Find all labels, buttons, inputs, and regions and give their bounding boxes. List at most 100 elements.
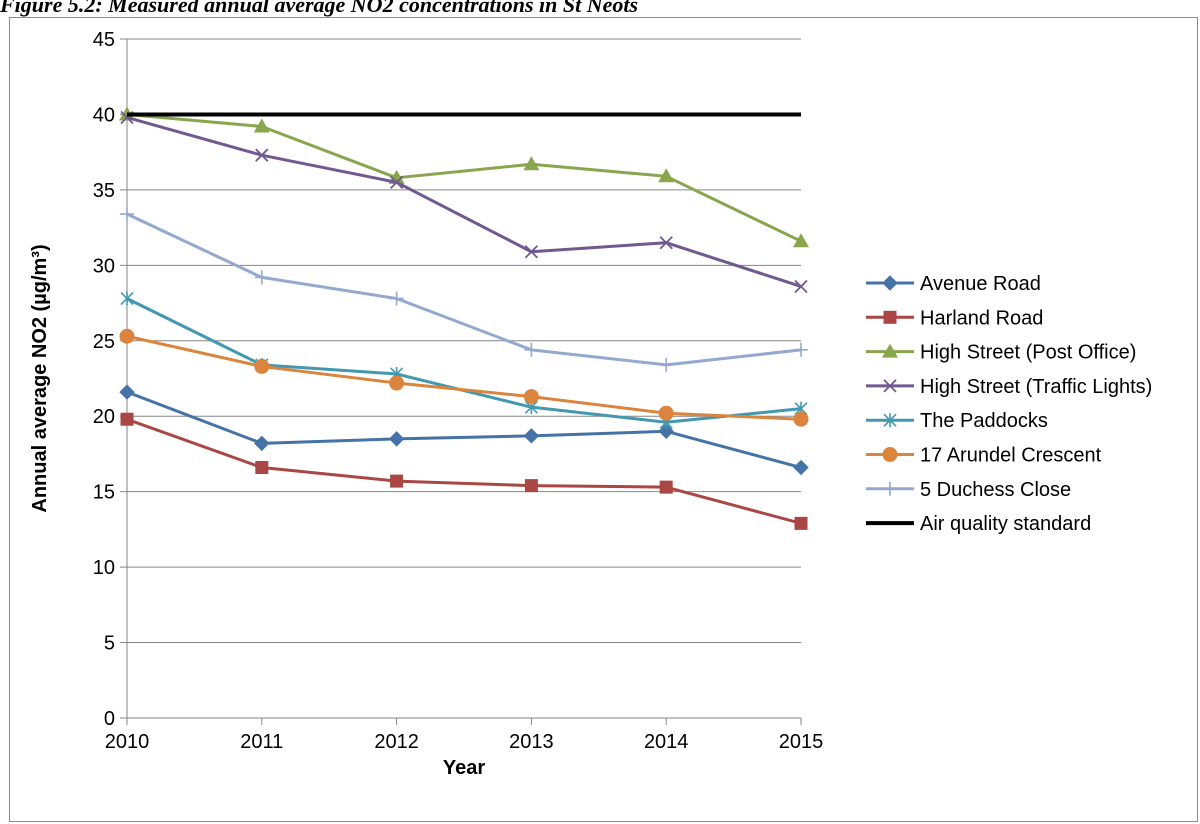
y-tick-label: 15 bbox=[93, 482, 115, 504]
legend-label: High Street (Post Office) bbox=[920, 342, 1136, 364]
legend-label: Harland Road bbox=[920, 307, 1043, 329]
data-point-harland-road bbox=[255, 461, 269, 475]
series-high-street-post-office bbox=[119, 106, 809, 248]
chart-frame: 0 5 10 15 20 25 30 35 40 45 2010 2011 2012 2013 2014 20… bbox=[9, 17, 1198, 822]
data-point-17-arundel-crescent bbox=[523, 389, 539, 405]
series-line-high-street-post-office bbox=[126, 112, 802, 243]
series-high-street-traffic-lights bbox=[120, 110, 808, 294]
data-point-5-duchess-close bbox=[794, 342, 808, 357]
series-harland-road bbox=[120, 412, 808, 530]
data-point-17-arundel-crescent bbox=[793, 411, 809, 427]
gridlines bbox=[127, 38, 801, 644]
series-5-duchess-close bbox=[120, 207, 808, 372]
series-line-harland-road bbox=[126, 417, 802, 525]
series-line-5-duchess-close bbox=[126, 212, 802, 367]
data-point-17-arundel-crescent bbox=[254, 358, 270, 374]
series-avenue-road bbox=[119, 384, 809, 476]
legend-entry-air-quality-standard: Air quality standard bbox=[866, 513, 1091, 535]
data-point-high-street-traffic-lights bbox=[524, 245, 539, 259]
legend-entry-harland-road: Harland Road bbox=[866, 307, 1043, 329]
legend-label: High Street (Traffic Lights) bbox=[920, 376, 1152, 398]
data-point-high-street-post-office bbox=[658, 168, 675, 183]
y-axis-title: Annual average NO2 (µg/m³) bbox=[29, 244, 51, 512]
y-tick-label: 0 bbox=[104, 708, 115, 730]
x-tick-label: 2010 bbox=[105, 731, 150, 753]
data-point-high-street-post-office bbox=[793, 233, 809, 248]
legend: Avenue Road Harland Road High Street (Post… bbox=[866, 273, 1152, 535]
marker-stroke bbox=[389, 175, 404, 189]
data-point-avenue-road bbox=[254, 435, 270, 452]
data-point-the-paddocks bbox=[120, 291, 134, 306]
x-tick-label: 2015 bbox=[779, 731, 824, 753]
data-point-high-street-traffic-lights bbox=[389, 175, 404, 189]
y-tick-label: 25 bbox=[93, 331, 115, 353]
axes: 0 5 10 15 20 25 30 35 40 45 2010 2011 2012 2013 2014 20… bbox=[93, 29, 824, 753]
legend-marker bbox=[882, 275, 898, 291]
legend-entry-17-arundel-crescent: 17 Arundel Crescent bbox=[866, 445, 1102, 467]
series-lines bbox=[119, 106, 809, 530]
marker-stroke bbox=[255, 148, 269, 162]
line-chart: 0 5 10 15 20 25 30 35 40 45 2010 2011 2012 2013 2014 20… bbox=[29, 29, 1152, 779]
data-point-harland-road bbox=[120, 412, 134, 426]
legend-marker bbox=[883, 310, 897, 324]
data-point-5-duchess-close bbox=[524, 342, 539, 357]
data-point-harland-road bbox=[659, 480, 673, 494]
data-point-5-duchess-close bbox=[120, 207, 134, 222]
legend-label: 5 Duchess Close bbox=[920, 479, 1071, 501]
y-tick-label: 20 bbox=[93, 406, 115, 428]
y-tick-label: 45 bbox=[93, 29, 115, 51]
marker-stroke bbox=[794, 279, 808, 294]
marker-stroke bbox=[883, 379, 897, 393]
legend-marker bbox=[882, 343, 898, 358]
legend-entry-5-duchess-close: 5 Duchess Close bbox=[866, 479, 1071, 501]
data-point-avenue-road bbox=[793, 459, 809, 476]
legend-label: 17 Arundel Crescent bbox=[920, 445, 1102, 467]
data-point-high-street-traffic-lights bbox=[659, 236, 673, 250]
legend-marker bbox=[883, 481, 897, 496]
y-tick-label: 35 bbox=[93, 180, 115, 202]
y-tick-label: 40 bbox=[93, 104, 115, 126]
marker-stroke bbox=[524, 245, 539, 259]
data-point-high-street-post-office bbox=[253, 118, 270, 133]
legend-label: Avenue Road bbox=[920, 273, 1041, 295]
data-point-harland-road bbox=[794, 516, 808, 530]
series-line-17-arundel-crescent bbox=[126, 334, 802, 421]
legend-label: Air quality standard bbox=[920, 513, 1091, 535]
data-point-high-street-post-office bbox=[523, 156, 540, 171]
legend-entry-avenue-road: Avenue Road bbox=[866, 273, 1041, 295]
legend-marker bbox=[882, 447, 898, 462]
legend-entry-high-street-post-office: High Street (Post Office) bbox=[866, 342, 1136, 364]
legend-label: The Paddocks bbox=[920, 410, 1048, 432]
y-tick-label: 5 bbox=[104, 633, 115, 655]
data-point-avenue-road bbox=[388, 431, 405, 447]
x-tick-label: 2011 bbox=[240, 731, 283, 753]
data-point-5-duchess-close bbox=[389, 291, 404, 306]
x-tick-label: 2012 bbox=[374, 731, 419, 753]
data-point-avenue-road bbox=[658, 423, 674, 440]
x-tick-label: 2014 bbox=[644, 731, 689, 753]
series-line-high-street-traffic-lights bbox=[126, 116, 802, 288]
legend-entry-the-paddocks: The Paddocks bbox=[866, 410, 1048, 432]
data-point-harland-road bbox=[390, 474, 404, 488]
data-point-17-arundel-crescent bbox=[389, 375, 405, 391]
marker-stroke bbox=[659, 236, 673, 250]
legend-marker bbox=[883, 413, 897, 428]
series-line-avenue-road bbox=[126, 390, 802, 469]
data-point-high-street-traffic-lights bbox=[794, 279, 808, 294]
x-tick-label: 2013 bbox=[509, 731, 554, 753]
legend-entry-high-street-traffic-lights: High Street (Traffic Lights) bbox=[866, 376, 1152, 398]
data-point-17-arundel-crescent bbox=[119, 328, 135, 344]
data-point-avenue-road bbox=[523, 428, 540, 444]
series-17-arundel-crescent bbox=[119, 328, 809, 427]
legend-marker bbox=[883, 379, 897, 393]
data-point-high-street-traffic-lights bbox=[255, 148, 269, 162]
data-point-harland-road bbox=[524, 479, 538, 493]
chart-title: Figure 5.2: Measured annual average NO2 … bbox=[0, 0, 639, 17]
y-tick-label: 30 bbox=[93, 255, 115, 277]
data-point-17-arundel-crescent bbox=[658, 405, 674, 421]
data-point-avenue-road bbox=[119, 384, 135, 400]
y-tick-label: 10 bbox=[93, 557, 115, 579]
x-axis-title: Year bbox=[443, 757, 485, 779]
data-point-5-duchess-close bbox=[254, 270, 269, 285]
data-point-5-duchess-close bbox=[659, 357, 674, 372]
